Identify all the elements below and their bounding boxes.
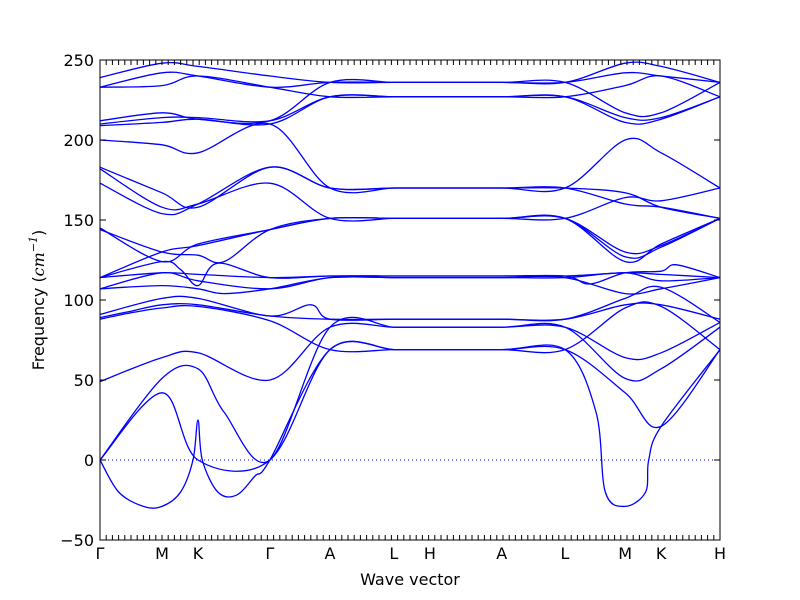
band-line-2 <box>99 340 721 509</box>
x-tick-label: Γ <box>96 544 105 563</box>
band-line-11 <box>99 260 721 287</box>
band-lines <box>99 61 721 509</box>
x-tick-label: K <box>193 544 204 563</box>
band-line-16 <box>99 168 721 222</box>
y-tick-label: 100 <box>63 291 94 310</box>
band-line-22 <box>99 75 721 99</box>
x-axis-title: Wave vector <box>360 570 460 589</box>
y-tick-label: 250 <box>63 51 94 70</box>
band-line-4 <box>99 321 721 383</box>
x-tick-label: Γ <box>265 544 274 563</box>
band-line-5 <box>99 301 721 354</box>
x-tick-label: H <box>424 544 436 563</box>
y-tick-label: 200 <box>63 131 94 150</box>
x-tick-label: M <box>155 544 169 563</box>
y-tick-label: 0 <box>84 451 94 470</box>
band-line-1 <box>99 340 721 472</box>
band-line-12 <box>99 215 721 279</box>
band-line-7 <box>99 285 721 323</box>
y-axis: −50 0 50 100 150 200 250 <box>60 51 720 550</box>
y-axis-title: Frequency (cm−1) <box>27 230 48 371</box>
x-tick-label: K <box>656 544 667 563</box>
x-tick-label: L <box>561 544 570 563</box>
band-line-19 <box>99 94 721 127</box>
x-tick-label: M <box>618 544 632 563</box>
x-tick-label: A <box>325 544 336 563</box>
band-line-8 <box>99 275 721 295</box>
y-tick-label: −50 <box>60 531 94 550</box>
plot-frame <box>99 59 721 541</box>
y-tick-label: 150 <box>63 211 94 230</box>
band-line-17 <box>99 166 721 220</box>
x-tick-label: A <box>496 544 507 563</box>
band-line-9 <box>99 272 721 290</box>
x-tick-label: L <box>389 544 398 563</box>
y-tick-label: 50 <box>74 371 94 390</box>
band-line-24 <box>99 61 721 85</box>
band-line-18 <box>99 122 721 194</box>
band-line-13 <box>99 214 721 264</box>
band-line-3 <box>99 316 721 464</box>
x-tick-label: H <box>714 544 726 563</box>
